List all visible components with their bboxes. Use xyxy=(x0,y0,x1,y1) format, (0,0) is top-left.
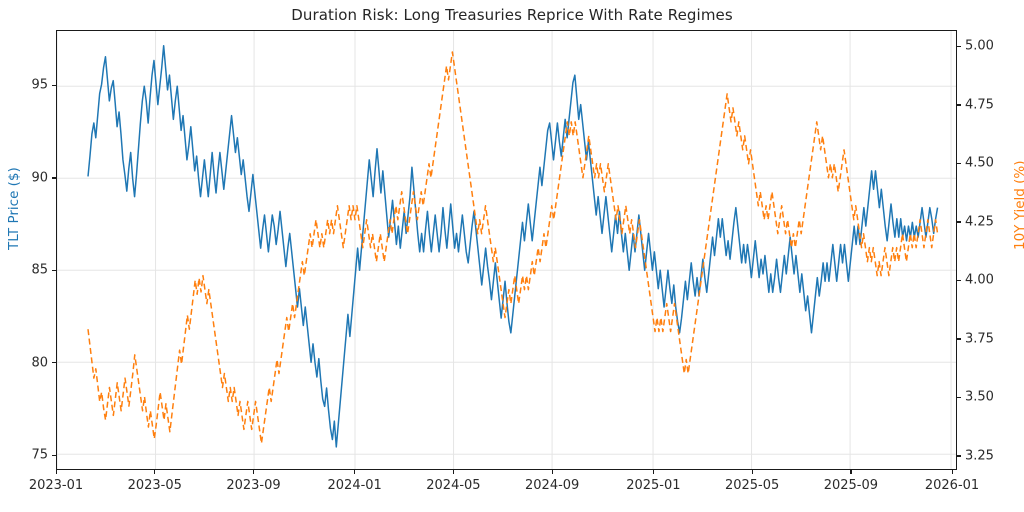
x-tick-2023-01: 2023-01 xyxy=(28,478,84,493)
tick-mark xyxy=(957,162,961,165)
y-tick-right-3.50: 3.50 xyxy=(965,389,994,405)
x-tick-2024-09: 2024-09 xyxy=(525,478,580,493)
y-tick-right-3.75: 3.75 xyxy=(965,331,994,347)
tick-mark xyxy=(957,279,961,282)
x-tick-2025-09: 2025-09 xyxy=(823,478,879,493)
series-lines xyxy=(87,44,939,448)
y-tick-left-90: 90 xyxy=(31,170,48,186)
y-tick-left-95: 95 xyxy=(31,77,48,93)
series-line-1 xyxy=(87,51,939,445)
y-tick-right-4.50: 4.50 xyxy=(965,155,994,171)
plot-area xyxy=(56,30,957,470)
tick-mark xyxy=(951,470,953,474)
tick-mark xyxy=(55,470,57,474)
tick-mark xyxy=(52,177,56,179)
y-tick-right-5.00: 5.00 xyxy=(965,38,994,54)
tick-mark xyxy=(154,470,156,474)
tick-mark xyxy=(957,221,961,223)
y-tick-left-85: 85 xyxy=(31,262,48,278)
y-axis-left-label: TLT Price ($) xyxy=(6,167,22,250)
tick-mark xyxy=(957,455,961,457)
chart-title: Duration Risk: Long Treasuries Reprice W… xyxy=(291,6,733,24)
y-tick-left-80: 80 xyxy=(31,355,48,371)
tick-mark xyxy=(252,470,255,474)
tick-mark xyxy=(751,470,753,474)
y-tick-right-4.00: 4.00 xyxy=(965,272,994,288)
tick-mark xyxy=(551,470,553,474)
x-tick-2025-05: 2025-05 xyxy=(724,478,780,493)
tick-mark xyxy=(957,45,961,48)
series-line-0 xyxy=(87,44,939,448)
x-tick-2024-05: 2024-05 xyxy=(426,478,481,493)
tick-mark xyxy=(652,470,655,474)
y-axis-right-label: 10Y Yield (%) xyxy=(1012,160,1024,250)
y-tick-right-3.25: 3.25 xyxy=(965,448,994,464)
tick-mark xyxy=(957,396,961,399)
x-tick-2026-01: 2026-01 xyxy=(924,478,980,493)
tick-mark xyxy=(957,104,961,106)
x-tick-2023-09: 2023-09 xyxy=(226,478,281,493)
tick-mark xyxy=(52,269,56,272)
y-tick-right-4.75: 4.75 xyxy=(965,97,994,113)
x-tick-2025-01: 2025-01 xyxy=(626,478,681,493)
tick-mark xyxy=(354,470,356,474)
tick-mark xyxy=(52,362,56,364)
x-tick-2024-01: 2024-01 xyxy=(327,478,382,493)
x-tick-2023-05: 2023-05 xyxy=(127,478,182,493)
tick-mark xyxy=(52,454,56,456)
gridlines xyxy=(57,31,956,469)
tick-mark xyxy=(52,84,56,87)
tick-mark xyxy=(957,338,961,340)
tick-mark xyxy=(850,470,852,474)
tick-mark xyxy=(452,470,455,474)
y-tick-right-4.25: 4.25 xyxy=(965,214,994,230)
y-tick-left-75: 75 xyxy=(31,447,48,463)
